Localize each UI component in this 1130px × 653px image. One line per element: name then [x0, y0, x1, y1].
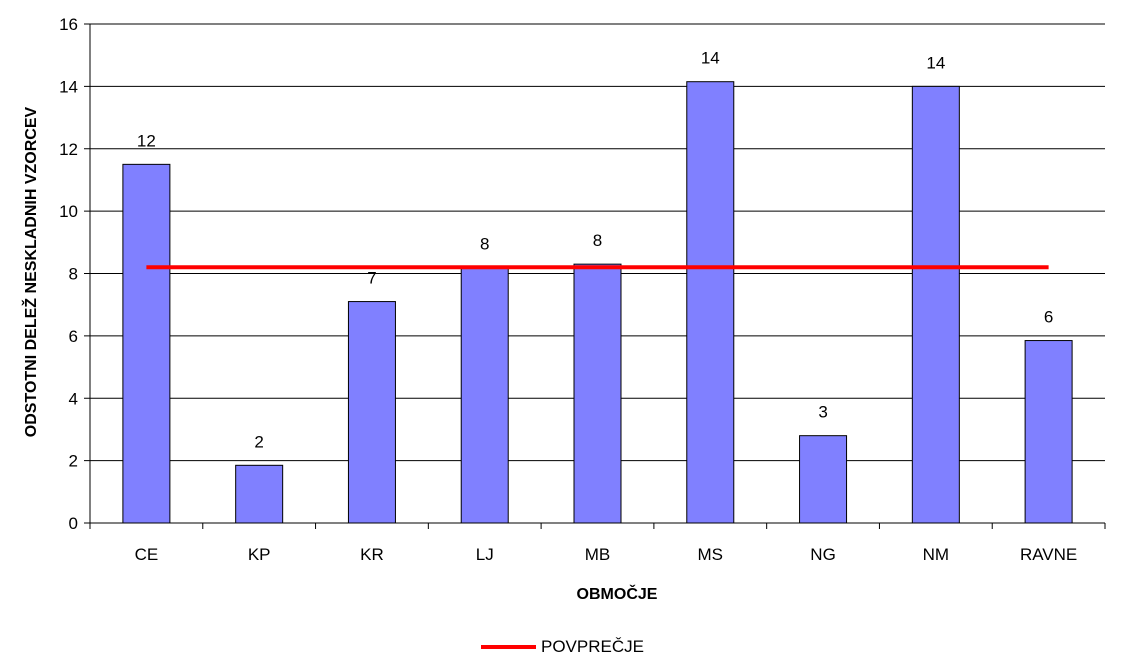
x-tick-label: MB: [585, 545, 611, 564]
bar-mb: [574, 264, 621, 523]
data-label: 6: [1044, 308, 1053, 327]
y-tick-label: 8: [69, 265, 78, 284]
y-tick-label: 14: [59, 77, 78, 96]
y-tick-label: 10: [59, 202, 78, 221]
x-tick-label: NM: [923, 545, 949, 564]
bar-ravne: [1025, 341, 1072, 523]
data-label: 7: [367, 269, 376, 288]
y-axis-title: ODSTOTNI DELEŽ NESKLADNIH VZORCEV: [21, 106, 40, 437]
legend: POVPREČJE: [481, 637, 644, 653]
y-tick-label: 0: [69, 514, 78, 533]
bar-nm: [912, 86, 959, 523]
y-tick-label: 16: [59, 15, 78, 34]
bar-kp: [236, 465, 283, 523]
x-tick-label: CE: [135, 545, 159, 564]
y-tick-label: 6: [69, 327, 78, 346]
data-label: 14: [701, 49, 720, 68]
data-label: 8: [480, 234, 489, 253]
x-tick-label: NG: [810, 545, 836, 564]
x-tick-label: RAVNE: [1020, 545, 1077, 564]
bar-ng: [800, 436, 847, 523]
x-axis-title: OBMOČJE: [577, 584, 658, 603]
data-label: 8: [593, 231, 602, 250]
data-label: 3: [818, 403, 827, 422]
y-tick-label: 12: [59, 140, 78, 159]
y-tick-label: 4: [69, 389, 78, 408]
data-label: 14: [926, 53, 945, 72]
x-tick-label: MS: [698, 545, 724, 564]
bars: [123, 82, 1072, 523]
bar-ms: [687, 82, 734, 523]
x-tick-label: LJ: [476, 545, 494, 564]
x-tick-label: KP: [248, 545, 271, 564]
bar-kr: [348, 302, 395, 523]
data-label: 2: [254, 432, 263, 451]
bar-ce: [123, 164, 170, 523]
y-tick-label: 2: [69, 452, 78, 471]
x-tick-label: KR: [360, 545, 384, 564]
bar-lj: [461, 267, 508, 523]
data-label: 12: [137, 131, 156, 150]
legend-label-average: POVPREČJE: [541, 637, 644, 653]
